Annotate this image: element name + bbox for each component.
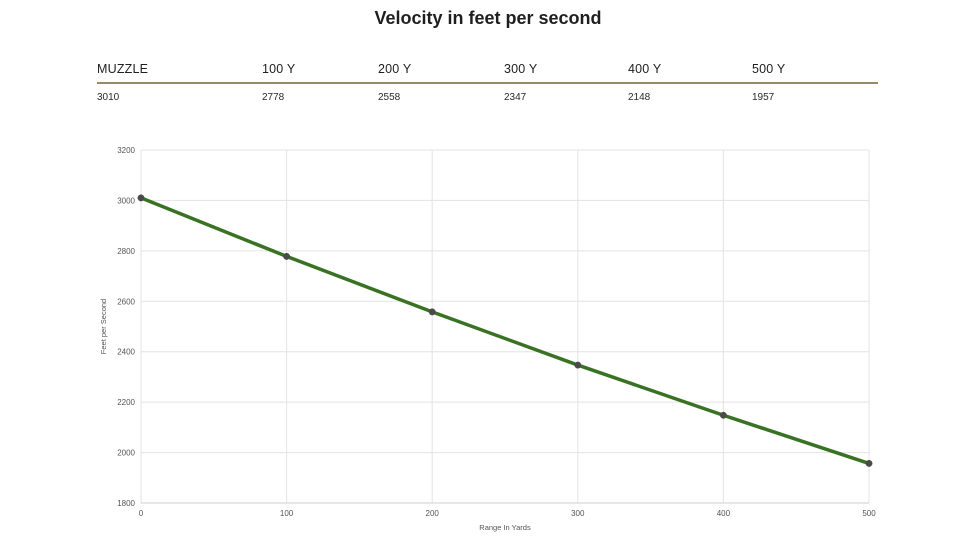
value-300y: 2347 <box>504 92 527 103</box>
y-tick-label: 2200 <box>117 398 135 407</box>
header-400y: 400 Y <box>628 62 662 76</box>
y-tick-label: 2800 <box>117 247 135 256</box>
x-tick-label: 100 <box>280 509 294 518</box>
value-200y: 2558 <box>378 92 401 103</box>
y-tick-label: 2000 <box>117 449 135 458</box>
x-tick-label: 400 <box>717 509 731 518</box>
data-point <box>719 411 727 419</box>
y-tick-label: 3000 <box>117 196 135 205</box>
data-point <box>137 194 145 202</box>
data-point <box>865 459 873 467</box>
data-point <box>574 361 582 369</box>
header-200y: 200 Y <box>378 62 412 76</box>
x-tick-label: 300 <box>571 509 585 518</box>
header-100y: 100 Y <box>262 62 296 76</box>
velocity-table: MUZZLE 100 Y 200 Y 300 Y 400 Y 500 Y 301… <box>97 60 878 108</box>
value-400y: 2148 <box>628 92 651 103</box>
header-500y: 500 Y <box>752 62 786 76</box>
tick-label-layer: 1800 2000 2200 2400 2600 2800 3000 3200 0 100 200 3… <box>117 146 876 518</box>
x-axis-title: Range In Yards <box>479 523 531 532</box>
value-100y: 2778 <box>262 92 285 103</box>
grid-layer <box>140 149 870 504</box>
value-muzzle: 3010 <box>97 92 120 103</box>
series-line <box>139 196 871 466</box>
data-point <box>428 308 436 316</box>
x-tick-label: 500 <box>862 509 876 518</box>
series-layer <box>137 194 873 467</box>
y-tick-label: 1800 <box>117 499 135 508</box>
header-muzzle: MUZZLE <box>97 62 149 76</box>
chart-title: Velocity in feet per second <box>374 8 602 28</box>
velocity-table-header-row: MUZZLE 100 Y 200 Y 300 Y 400 Y 500 Y <box>97 60 878 84</box>
header-300y: 300 Y <box>504 62 538 76</box>
y-tick-label: 2400 <box>117 348 135 357</box>
y-tick-label: 2600 <box>117 297 135 306</box>
velocity-table-value-row: 3010 2778 2558 2347 2148 1957 <box>97 84 878 108</box>
y-axis-title: Feet per Second <box>99 299 108 354</box>
value-500y: 1957 <box>752 92 775 103</box>
y-tick-label: 3200 <box>117 146 135 155</box>
data-point <box>283 252 291 260</box>
x-tick-label: 0 <box>139 509 144 518</box>
x-tick-label: 200 <box>426 509 440 518</box>
